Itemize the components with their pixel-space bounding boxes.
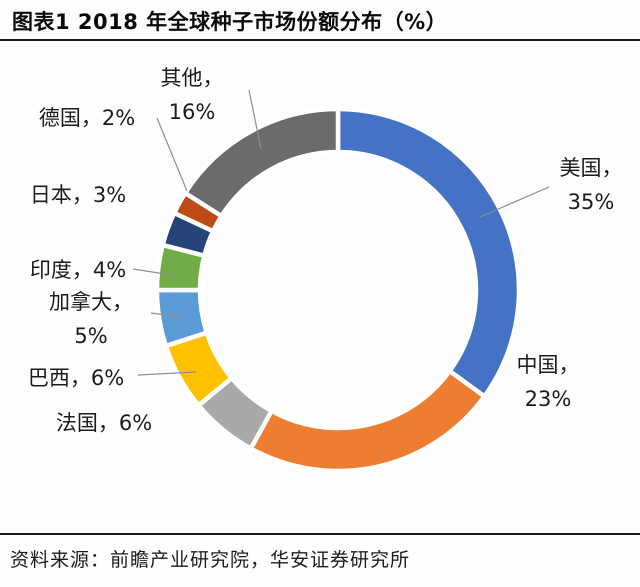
leader-line-canada [150, 312, 182, 318]
donut-slice-usa [335, 106, 522, 400]
label-canada: 加拿大， 5% [49, 290, 133, 348]
donut-slice-china [247, 367, 488, 474]
leader-line-germany [156, 117, 188, 192]
donut-slice-others [182, 106, 341, 220]
label-india: 印度，4% [29, 258, 127, 282]
label-usa: 美国， 35% [559, 156, 623, 214]
label-japan: 日本，3% [29, 183, 127, 207]
leader-line-usa [479, 186, 550, 218]
leader-line-brazil [137, 371, 197, 376]
leader-line-india [132, 268, 179, 277]
footer-divider [0, 533, 640, 535]
label-china: 中国， 23% [516, 353, 580, 411]
figure-title: 图表1 2018 年全球种子市场份额分布（%） [12, 10, 448, 34]
leader-lines [132, 89, 550, 376]
label-germany: 德国，2% [38, 106, 136, 130]
donut-slices [154, 106, 522, 474]
source-note: 资料来源：前瞻产业研究院，华安证券研究所 [10, 549, 411, 571]
label-france: 法国，6% [55, 411, 153, 435]
title-divider [0, 39, 640, 41]
leader-line-others [248, 89, 262, 150]
label-others: 其他， 16% [160, 66, 224, 124]
label-brazil: 巴西，6% [27, 366, 125, 390]
